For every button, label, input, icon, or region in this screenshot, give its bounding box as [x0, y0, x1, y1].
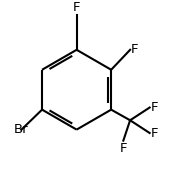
Text: F: F — [131, 43, 139, 56]
Text: F: F — [151, 127, 158, 140]
Text: Br: Br — [14, 123, 29, 136]
Text: F: F — [120, 142, 127, 155]
Text: F: F — [151, 101, 158, 114]
Text: F: F — [73, 1, 80, 14]
